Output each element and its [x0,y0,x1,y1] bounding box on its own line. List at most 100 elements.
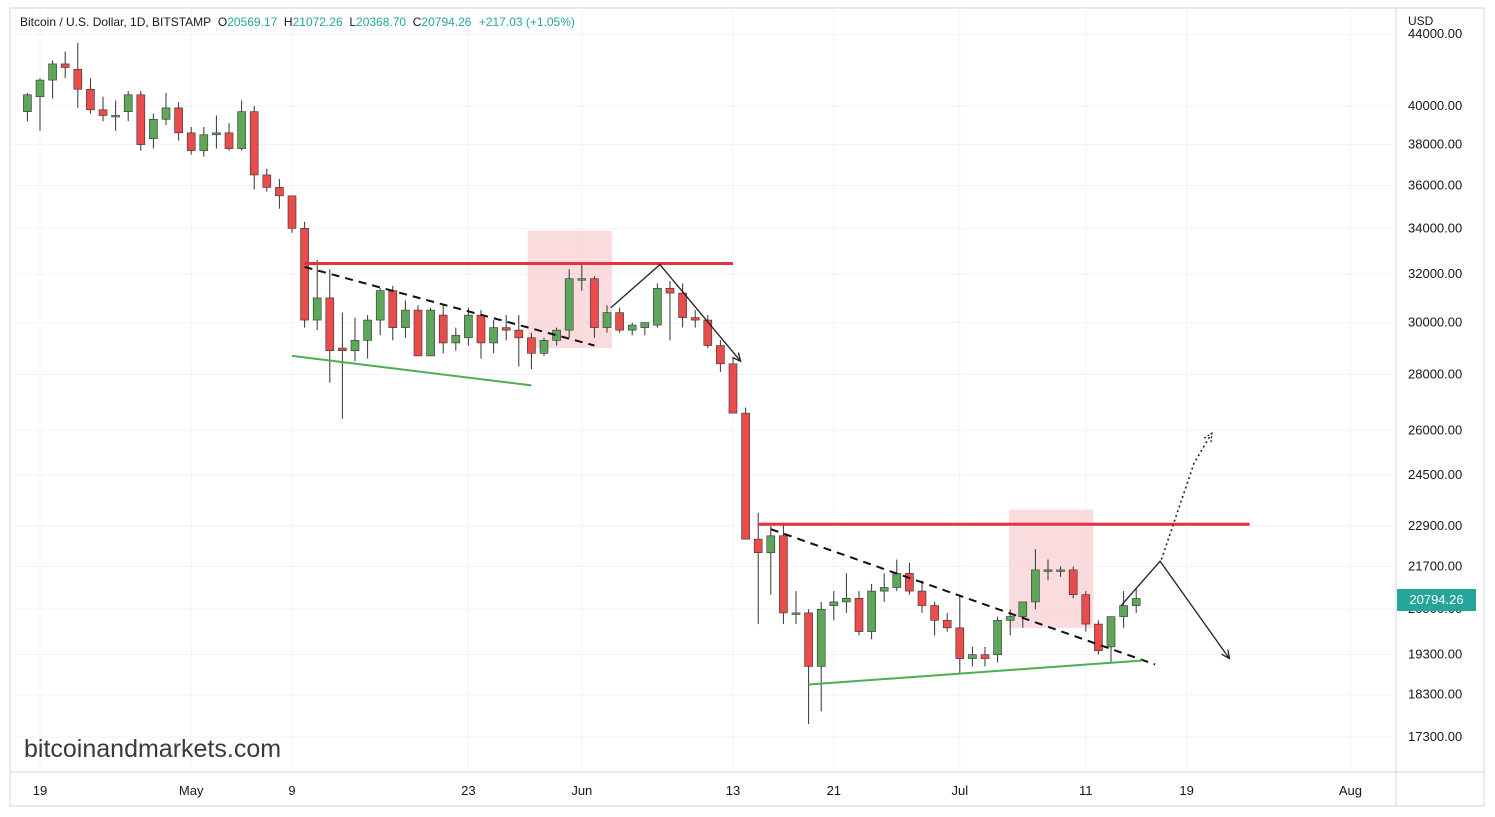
candle [23,92,32,122]
candle-body [363,319,372,341]
candle [577,264,587,291]
candle-body [350,340,360,351]
candle [665,281,675,341]
candle-body [615,312,624,331]
time-tick-label: 21 [827,783,841,798]
candle [312,260,322,331]
candle-body [123,94,133,112]
low-label: L [349,15,357,29]
candle-body [816,608,826,667]
candle-body [1056,569,1065,572]
candle [476,310,486,359]
candle-body [451,334,461,344]
candle-body [753,538,763,553]
open-label: O [217,15,228,29]
candle-body [564,278,574,331]
candle [539,337,549,356]
candle-body [627,324,637,331]
candle-body [905,573,914,592]
time-tick-label: May [179,783,204,798]
candle-body [968,654,977,659]
candle [930,601,939,636]
price-tick-label: 28000.00 [1408,367,1462,382]
candle-body [930,605,939,621]
close-label: C [412,15,422,29]
candle-body [48,63,57,81]
candle-body [653,287,662,326]
chart-frame [9,7,1485,807]
candle [955,594,965,675]
candle [287,195,297,233]
candle [73,42,83,108]
candle-body [300,228,309,321]
candle-body [690,317,700,321]
open-value: 20569.17 [227,15,278,29]
candle [993,616,1002,663]
candle-body [136,94,146,145]
candle-body [741,412,750,540]
candle [60,51,70,79]
candle-body [338,347,347,351]
candle-body [287,195,297,229]
candle [627,322,637,336]
candle [275,179,284,209]
candle [224,123,234,151]
candle-body [476,314,486,344]
candle-body [224,132,234,149]
candle-body [892,573,902,588]
watermark: bitcoinandmarkets.com [24,735,282,763]
price-tick-label: 21700.00 [1408,558,1462,573]
candle-body [161,107,171,120]
candle [602,305,612,333]
candle-body [993,620,1002,655]
candle-body [438,314,448,344]
candle-body [60,63,70,68]
candle-body [716,345,725,365]
price-tick-label: 18300.00 [1408,687,1462,702]
candle [489,320,498,354]
candle [1043,559,1053,581]
symbol-name: Bitcoin / U.S. Dollar, 1D, BITSTAMP [20,15,212,29]
candle-body [401,309,410,328]
candle [1131,587,1141,613]
candle [262,168,272,192]
candle [1119,591,1128,628]
high-value: 21072.26 [292,15,343,29]
support-line-1 [291,354,532,387]
candle-body [1005,616,1015,621]
candle-body [539,340,549,354]
candle [401,300,410,338]
candle [552,327,561,346]
candle-body [174,107,183,134]
candle [968,646,977,667]
candle [590,276,599,338]
candle [426,307,435,357]
projection-arrow-dotted [1160,432,1213,560]
candle-body [829,601,839,606]
candle [438,305,448,354]
candle [35,78,45,131]
candle [829,591,839,621]
price-tick-label: 34000.00 [1408,220,1462,235]
candle-body [942,620,952,629]
price-tick-label: 38000.00 [1408,137,1462,152]
candle [464,307,473,346]
candle-body [867,590,876,632]
candle [451,327,461,351]
candle [728,358,738,414]
candle [753,512,763,625]
price-tick-label: 17300.00 [1408,729,1462,744]
candle [375,288,385,336]
candle-body [149,118,158,139]
candle-body [1068,569,1078,595]
time-tick-label: 9 [288,783,295,798]
candle [111,100,120,131]
candle-body [249,111,259,176]
change-value: +217.03 (+1.05%) [478,15,575,29]
trendline-dashed-2 [770,528,1156,666]
candle-body [98,109,108,116]
candle-body [1031,569,1040,603]
candle [249,106,259,190]
candle-body [312,297,322,321]
